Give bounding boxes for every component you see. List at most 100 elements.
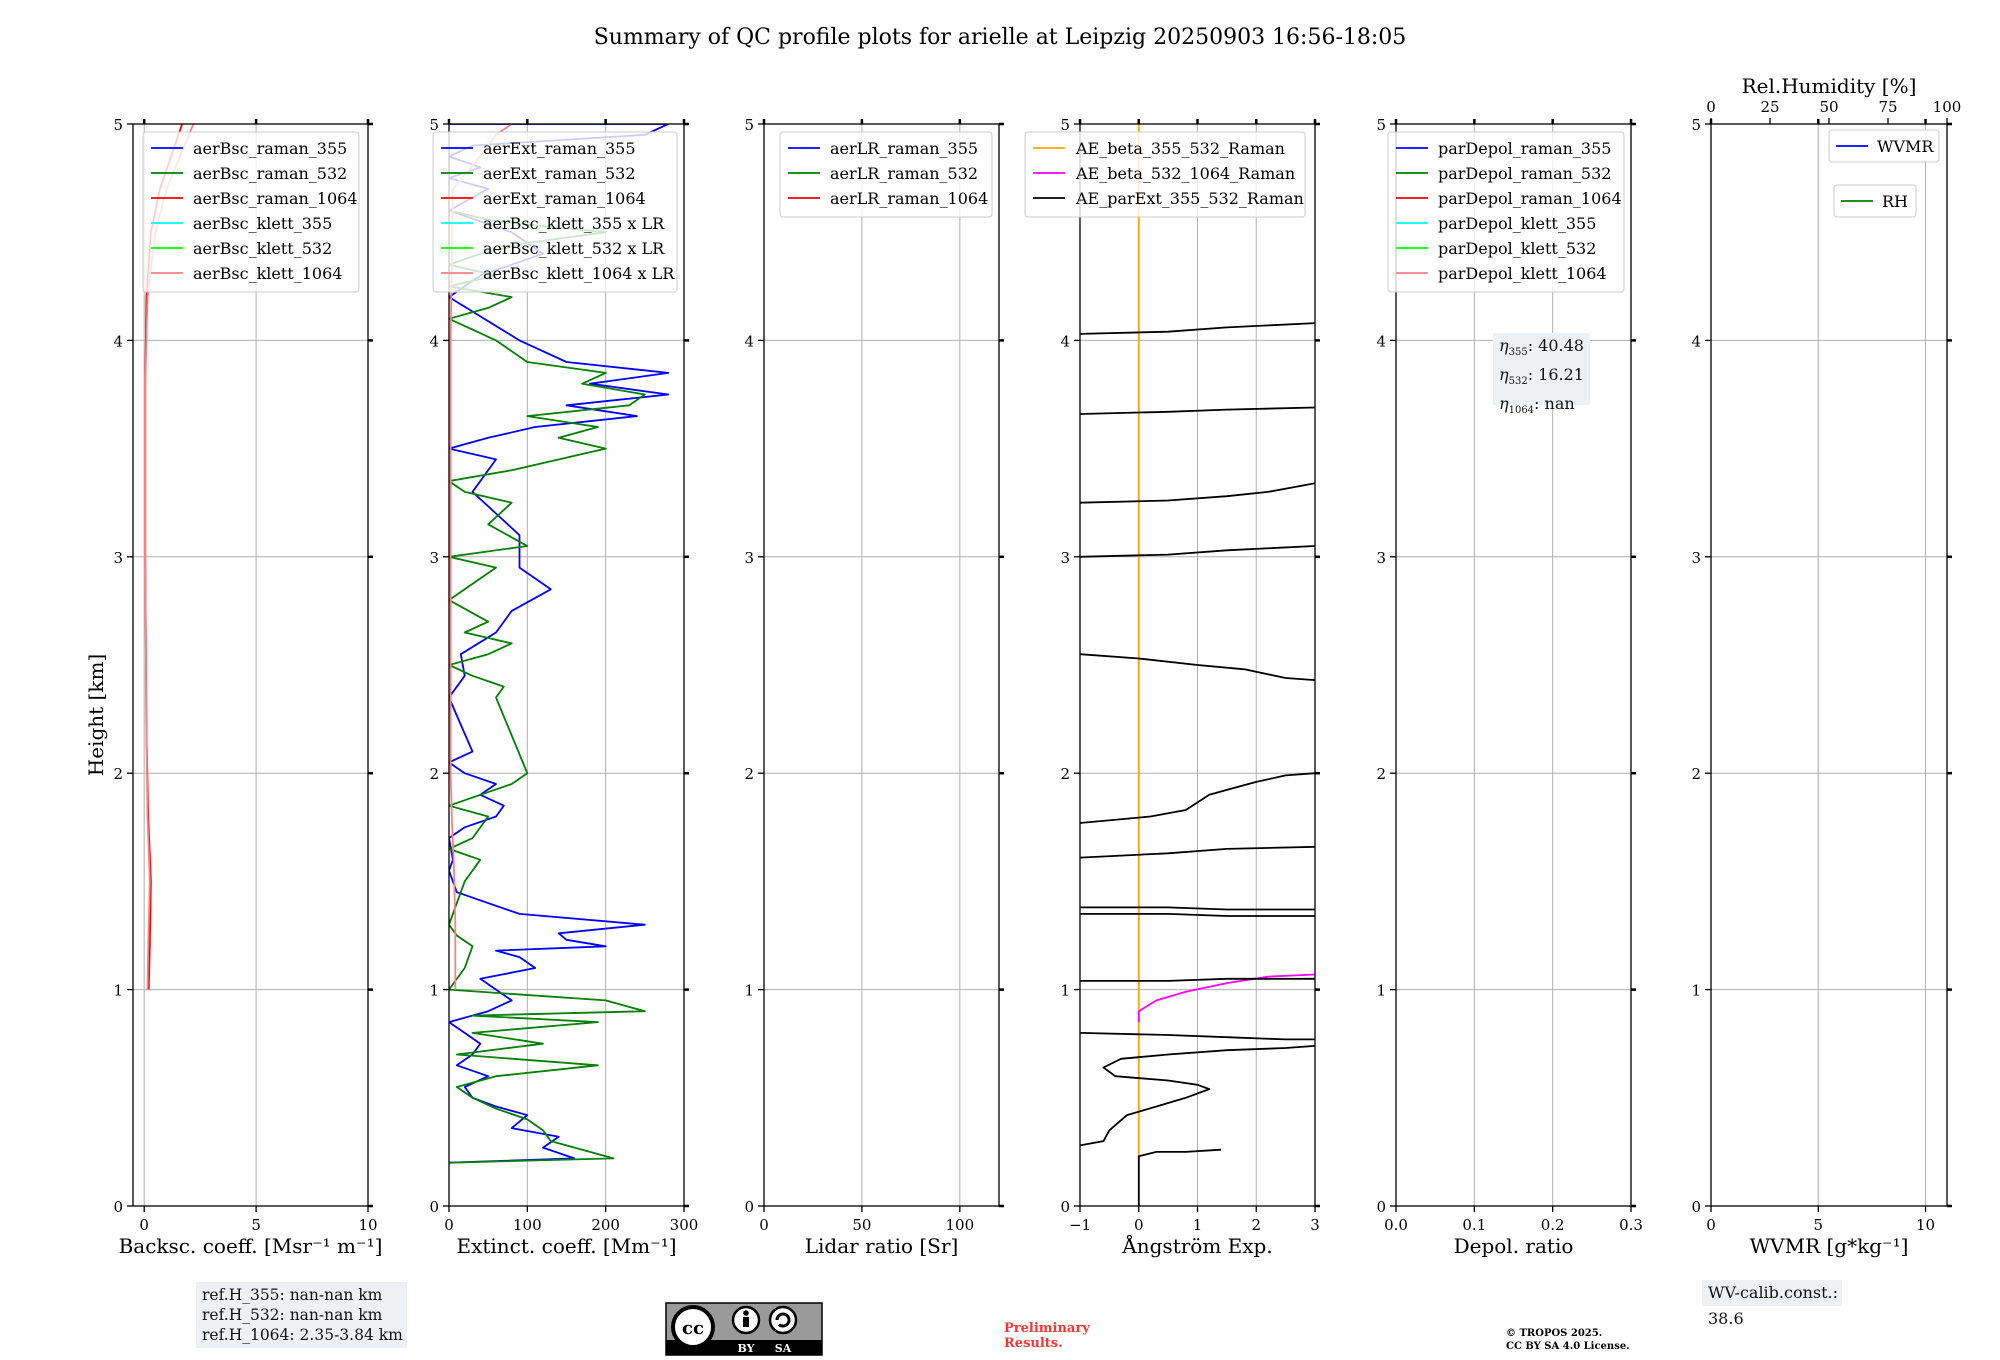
legend-label: aerExt_raman_532 [483,164,636,183]
wvmr-xlabel: WVMR [g*kg⁻¹] [1750,1234,1909,1258]
figure-title: Summary of QC profile plots for arielle … [594,25,1407,50]
preliminary-line-1: Preliminary [1004,1321,1090,1336]
legend-label: parDepol_klett_1064 [1438,264,1607,283]
angstrom-xtick-label: 1 [1193,1216,1203,1234]
lidar-ratio-legend: aerLR_raman_355 aerLR_raman_532 aerLR_rama… [779,131,993,218]
angstrom-ytick-label: 3 [1060,549,1070,567]
backscatter-ytick-label: 4 [113,332,123,350]
eta532-value: 16.21 [1538,365,1584,385]
extinction-ytick-label: 4 [429,332,439,350]
AE-parExt-355-532-Raman-line [1080,977,1315,982]
cc-logo-icon [671,1305,715,1349]
angstrom-xtick-label: 0 [1134,1216,1144,1234]
eta-box: η355: 40.48 η532: 16.21 η1064: nan [1493,333,1590,417]
extinction-ytick-label: 1 [429,982,439,1000]
ref-height-1064: ref.H_1064: 2.35-3.84 km [202,1326,403,1344]
legend-label: aerBsc_klett_1064 x LR [483,264,675,283]
legend-label: aerBsc_raman_1064 [193,189,358,208]
legend-label: aerBsc_klett_355 [193,214,332,233]
backscatter-xtick-label: 0 [139,1216,149,1234]
extinction-ytick-label: 5 [429,116,439,134]
wvmr-ytick-label: 1 [1691,982,1701,1000]
backscatter-ytick-label: 1 [113,982,123,1000]
AE-parExt-355-532-Raman-line [1080,1045,1315,1147]
reference-heights-box: ref.H_355: nan-nan km ref.H_532: nan-nan… [196,1282,407,1348]
backscatter-axes-frame [132,123,369,1207]
angstrom-xlabel: Ångström Exp. [1121,1233,1272,1258]
depol-legend-box [1387,131,1625,293]
AE-parExt-355-532-Raman-line [1080,406,1315,415]
wvmr-ytick-label: 4 [1691,332,1701,350]
aerExt-raman-532-line [449,209,646,1164]
backscatter-xtick-label: 5 [251,1216,261,1234]
copyright-line-2: CC BY SA 4.0 License. [1506,1341,1630,1352]
wvmr-top-tick-label: 25 [1760,98,1779,116]
AE-parExt-355-532-Raman-line [1137,1148,1222,1206]
extinction-xtick-label: 200 [591,1216,620,1234]
legend-label: RH [1882,192,1908,211]
depol-xtick-label: 0.1 [1462,1216,1486,1234]
angstrom-ytick-label: 0 [1060,1198,1070,1216]
wvmr-ytick-label: 2 [1691,765,1701,783]
angstrom-legend-box [1024,131,1306,218]
backscatter-ytick-label: 2 [113,765,123,783]
angstrom-ytick-label: 4 [1060,332,1070,350]
angstrom-xtick-label: 2 [1251,1216,1261,1234]
lidar-ratio-ytick-label: 1 [744,982,754,1000]
y-axis-label: Height [km] [84,654,108,776]
backscatter-xtick-label: 10 [358,1216,377,1234]
legend-label: WVMR [1877,137,1934,156]
backscatter-ytick-label: 5 [113,116,123,134]
cc-license-badge: cc BY SA [665,1302,823,1356]
lidar-ratio-xtick-label: 100 [946,1216,975,1234]
eta1064-row: η1064: nan [1499,394,1575,417]
extinction-ytick-label: 3 [429,549,439,567]
aerExt-raman-355-line [449,124,670,1164]
backscatter-legend: aerBsc_raman_355 aerBsc_raman_532 aerBsc_r… [142,131,360,293]
AE-parExt-355-532-Raman-line [1080,906,1315,911]
extinction-legend: aerExt_raman_355 aerExt_raman_532 aerExt_r… [432,131,678,293]
backscatter-ytick-label: 0 [113,1198,123,1216]
eta1064-value: nan [1544,394,1575,414]
wvmr-top-tick-label: 0 [1706,98,1716,116]
legend-label: aerBsc_klett_532 x LR [483,239,665,258]
eta532-row: η532: 16.21 [1499,365,1584,388]
wvmr-legend-box [1828,129,1940,163]
angstrom-xtick-label: 3 [1310,1216,1320,1234]
legend-label: aerBsc_klett_532 [193,239,332,258]
sa-label: SA [775,1342,792,1355]
preliminary-line-2: Results. [1004,1336,1063,1351]
legend-label: aerLR_raman_355 [830,139,978,158]
backscatter-xlabel: Backsc. coeff. [Msr⁻¹ m⁻¹] [119,1234,383,1258]
AE-parExt-355-532-Raman-line [1080,913,1315,917]
depol-ytick-label: 1 [1376,982,1386,1000]
lidar-ratio-xtick-label: 0 [759,1216,769,1234]
depol-xtick-label: 0.0 [1384,1216,1408,1234]
angstrom-series-group [1080,124,1315,1206]
wvmr-axes-frame [1710,123,1948,1207]
extinction-legend-box [432,131,678,293]
legend-label: parDepol_raman_532 [1438,164,1611,183]
legend-label: aerLR_raman_1064 [830,189,988,208]
wvmr-top-tick-label: 100 [1933,98,1962,116]
ref-height-355: ref.H_355: nan-nan km [202,1286,383,1304]
eta355-value: 40.48 [1538,336,1584,355]
depol-panel: 0 1 2 3 4 5 0.0 0.1 0.2 0.3 Depol. ratio parDepol_r… [1376,116,1642,1258]
AE-parExt-355-532-Raman-line [1080,482,1315,504]
wvmr-legend: WVMR RH [1828,129,1940,218]
legend-label: aerExt_raman_355 [483,139,636,158]
depol-xtick-label: 0.3 [1619,1216,1643,1234]
AE-parExt-355-532-Raman-line [1080,322,1315,335]
depol-ytick-label: 0 [1376,1198,1386,1216]
legend-label: AE_parExt_355_532_Raman [1075,189,1304,208]
angstrom-legend: AE_beta_355_532_Raman AE_beta_532_1064_Ra… [1024,131,1306,218]
legend-label: aerLR_raman_532 [830,164,978,183]
angstrom-ytick-label: 2 [1060,765,1070,783]
wvmr-ytick-label: 5 [1691,116,1701,134]
depol-axes-frame [1395,123,1632,1207]
ref-height-532: ref.H_532: nan-nan km [202,1306,383,1324]
